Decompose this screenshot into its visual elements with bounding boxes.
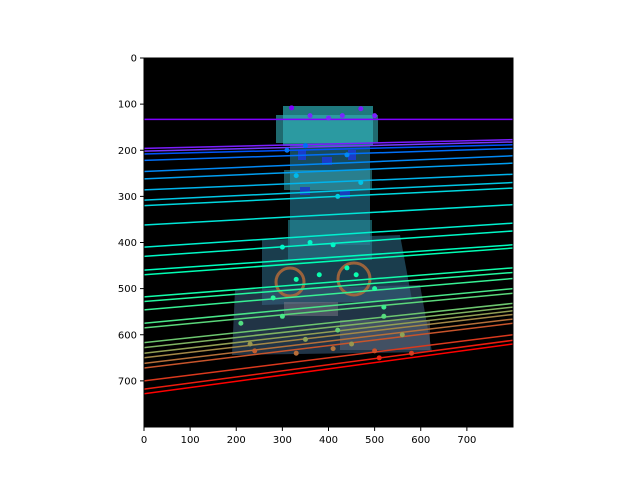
epipolar-line: [144, 310, 513, 354]
epipolar-line: [144, 173, 513, 191]
keypoint: [302, 336, 308, 342]
x-tick-label: 500: [365, 435, 384, 446]
keypoint: [372, 348, 378, 354]
keypoint: [330, 242, 336, 248]
epipolar-line: [144, 292, 513, 329]
epipolar-line: [144, 267, 513, 298]
x-tick-label: 100: [181, 435, 200, 446]
x-tick-label: 0: [141, 435, 147, 446]
plot-axes: [143, 57, 514, 428]
epipolar-line: [144, 141, 513, 152]
keypoint: [381, 313, 387, 319]
keypoint: [307, 240, 313, 245]
keypoint: [353, 272, 359, 278]
keypoint: [358, 106, 364, 112]
epipolar-line: [144, 138, 513, 150]
y-tick-label: 300: [118, 192, 137, 203]
epipolar-line: [144, 318, 513, 365]
epipolar-line: [144, 306, 513, 349]
keypoint: [409, 350, 415, 356]
x-tick-label: 400: [319, 435, 338, 446]
epipolar-line: [144, 302, 513, 344]
keypoint: [372, 286, 378, 292]
y-tick-label: 200: [118, 146, 137, 157]
epipolar-line: [144, 271, 513, 303]
x-tick-label: 300: [273, 435, 292, 446]
keypoint: [339, 113, 345, 119]
epipolar-line: [144, 181, 513, 201]
y-tick-label: 100: [118, 100, 137, 111]
epipolar-line: [144, 244, 513, 271]
keypoints: [238, 105, 415, 361]
epipolar-line: [144, 222, 513, 248]
robot-image: [232, 106, 432, 355]
keypoint: [279, 313, 285, 319]
epipolar-line: [144, 155, 513, 173]
keypoint: [307, 113, 313, 119]
keypoint: [279, 244, 285, 250]
keypoint: [293, 276, 299, 282]
keypoint: [238, 320, 244, 326]
keypoint: [344, 265, 350, 271]
epipolar-line: [144, 247, 513, 276]
keypoint: [293, 173, 299, 179]
keypoint: [335, 327, 341, 333]
epipolar-line: [144, 343, 513, 395]
keypoint: [344, 152, 350, 158]
keypoint: [349, 341, 355, 347]
epipolar-line: [144, 313, 513, 359]
keypoint: [358, 180, 364, 186]
y-tick-label: 0: [131, 54, 137, 65]
keypoint: [270, 295, 276, 301]
epipolar-line: [144, 203, 513, 226]
epipolar-lines: [144, 118, 513, 395]
keypoint: [335, 193, 341, 199]
epipolar-line: [144, 277, 513, 311]
keypoint: [289, 105, 295, 111]
keypoint: [399, 332, 405, 338]
x-axis: 0 100 200 300 400 500 600 700: [141, 427, 476, 446]
y-tick-label: 500: [118, 284, 137, 295]
keypoint: [316, 272, 322, 278]
x-tick-label: 600: [411, 435, 430, 446]
keypoint: [372, 113, 378, 119]
epipolar-line: [144, 143, 513, 155]
epipolar-line: [144, 322, 513, 369]
keypoint: [252, 348, 258, 354]
epipolar-line: [144, 187, 513, 207]
epipolar-line: [144, 162, 513, 180]
x-tick-label: 200: [227, 435, 246, 446]
epipolar-line: [144, 339, 513, 390]
keypoint: [381, 304, 387, 310]
keypoint: [247, 341, 253, 347]
keypoint: [376, 355, 382, 361]
y-axis: 0 100 200 300 400 500 600 700: [118, 54, 144, 387]
y-tick-label: 600: [118, 330, 137, 341]
keypoint: [326, 115, 331, 121]
keypoint: [302, 143, 308, 149]
epipolar-line: [144, 287, 513, 324]
y-tick-label: 700: [118, 376, 137, 387]
keypoint: [284, 147, 290, 153]
keypoint: [330, 346, 336, 352]
epipolar-line: [144, 334, 513, 382]
y-tick-label: 400: [118, 238, 137, 249]
x-tick-label: 700: [457, 435, 476, 446]
keypoint: [293, 350, 299, 356]
epipolar-line: [144, 230, 513, 258]
epipolar-line: [144, 147, 513, 162]
